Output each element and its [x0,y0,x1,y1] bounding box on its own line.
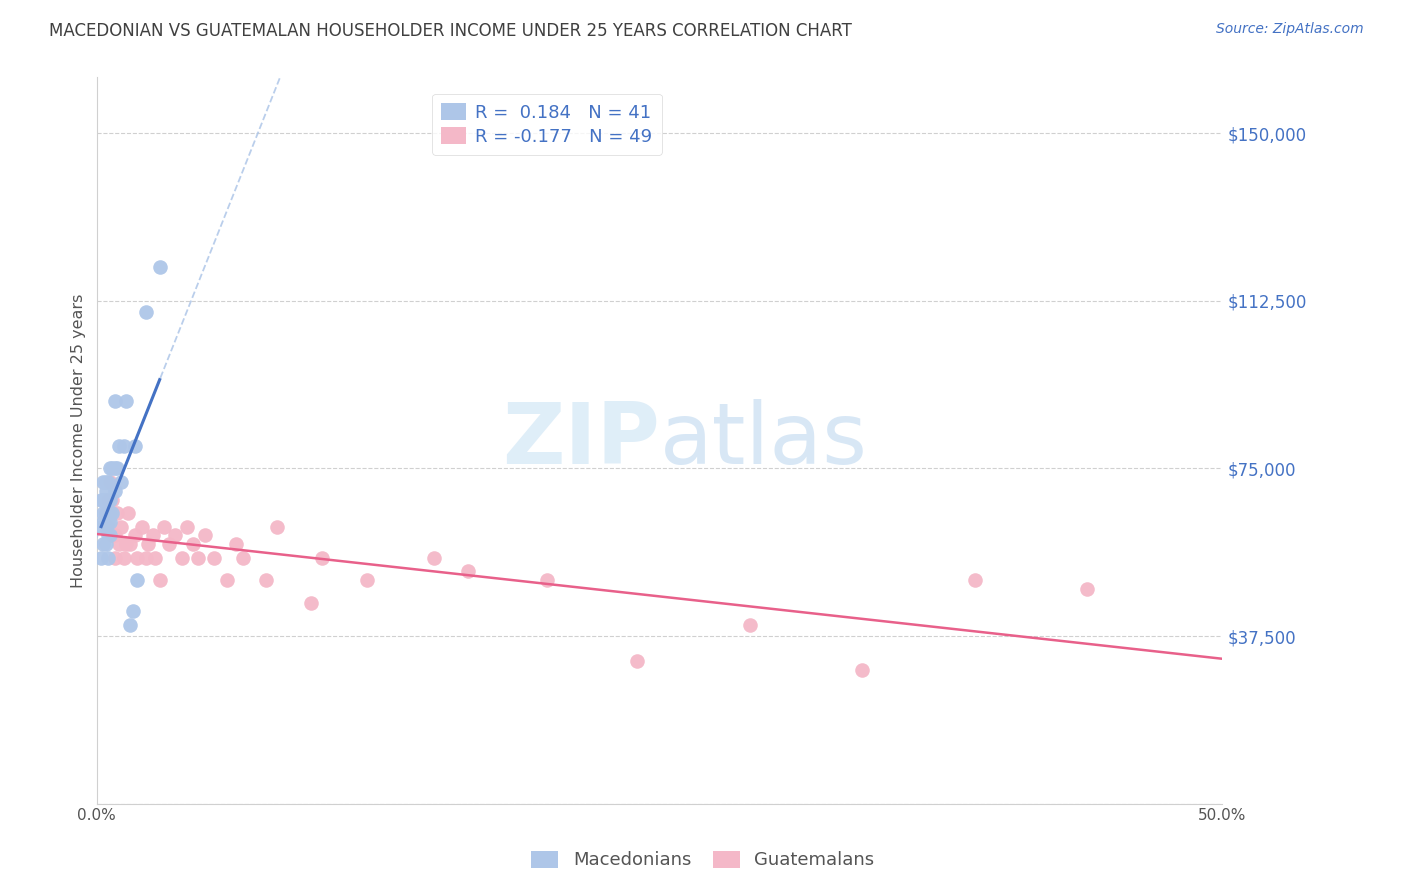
Text: atlas: atlas [659,399,868,482]
Point [149,573,172,587]
Point [90,550,112,565]
Point [90,519,112,533]
Point [101,528,124,542]
Point [104,550,127,565]
Point [98,515,121,529]
Point [105,461,128,475]
Point [94,506,117,520]
Point [202,550,225,565]
Point [121,604,143,618]
Point [138,537,160,551]
Point [97,550,120,565]
Point [124,528,146,542]
Point [165,528,187,542]
Point [153,519,176,533]
Point [104,394,127,409]
Point [149,260,172,275]
Point [108,537,131,551]
Point [97,528,120,542]
Point [94,492,117,507]
Text: ZIP: ZIP [502,399,659,482]
Point [183,537,205,551]
Y-axis label: Householder Income Under 25 years: Householder Income Under 25 years [72,293,86,588]
Point [104,461,127,475]
Legend: R =  0.184   N = 41, R = -0.177   N = 49: R = 0.184 N = 41, R = -0.177 N = 49 [432,94,662,155]
Text: MACEDONIAN VS GUATEMALAN HOUSEHOLDER INCOME UNDER 25 YEARS CORRELATION CHART: MACEDONIAN VS GUATEMALAN HOUSEHOLDER INC… [49,22,852,40]
Point [94,519,117,533]
Point [172,550,194,565]
Point [93,506,115,520]
Point [98,528,121,542]
Point [115,394,138,409]
Point [217,573,239,587]
Point [94,537,117,551]
Point [143,550,166,565]
Point [97,492,120,507]
Point [311,550,333,565]
Point [98,506,121,520]
Point [176,519,198,533]
Point [157,537,180,551]
Point [142,528,165,542]
Point [110,519,132,533]
Point [108,439,131,453]
Point [94,483,117,498]
Point [117,506,139,520]
Point [963,573,986,587]
Point [105,506,128,520]
Point [97,492,120,507]
Point [101,461,124,475]
Point [254,573,277,587]
Point [93,537,115,551]
Point [104,528,127,542]
Point [356,573,378,587]
Point [120,537,142,551]
Point [423,550,446,565]
Point [851,663,873,677]
Point [299,595,322,609]
Legend: Macedonians, Guatemalans: Macedonians, Guatemalans [523,842,883,879]
Point [127,573,149,587]
Point [93,515,115,529]
Point [127,550,149,565]
Point [97,506,120,520]
Point [120,618,142,632]
Point [115,537,138,551]
Point [97,475,120,489]
Point [98,475,121,489]
Point [131,519,153,533]
Point [135,550,157,565]
Point [90,492,112,507]
Point [98,506,121,520]
Point [98,492,121,507]
Point [457,564,479,578]
Point [626,654,648,668]
Point [110,475,132,489]
Point [135,305,157,319]
Point [124,439,146,453]
Point [93,492,115,507]
Point [187,550,209,565]
Point [112,439,135,453]
Point [738,618,761,632]
Point [98,461,121,475]
Point [93,475,115,489]
Point [94,506,117,520]
Point [266,519,288,533]
Point [225,537,247,551]
Point [101,492,124,507]
Point [232,550,254,565]
Point [101,506,124,520]
Text: Source: ZipAtlas.com: Source: ZipAtlas.com [1216,22,1364,37]
Point [97,519,120,533]
Point [112,550,135,565]
Point [194,528,217,542]
Point [97,515,120,529]
Point [536,573,558,587]
Point [104,483,127,498]
Point [1076,582,1098,596]
Point [94,475,117,489]
